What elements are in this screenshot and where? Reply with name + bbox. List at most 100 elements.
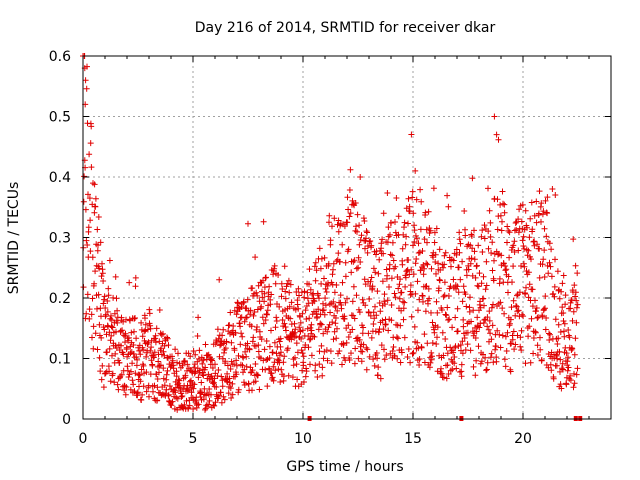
data-point	[104, 298, 111, 304]
data-point	[574, 301, 581, 308]
data-point	[348, 269, 355, 276]
data-point	[308, 327, 315, 334]
data-point	[298, 335, 305, 342]
data-point	[101, 293, 108, 300]
data-point	[247, 307, 254, 314]
data-point	[223, 339, 230, 346]
data-point	[399, 261, 406, 268]
data-point	[199, 360, 206, 367]
data-point	[168, 402, 175, 409]
data-point	[526, 281, 533, 288]
data-point	[558, 365, 565, 372]
data-point	[92, 203, 99, 210]
data-point	[330, 266, 336, 273]
data-point	[560, 318, 567, 324]
data-point	[378, 342, 385, 349]
data-point	[175, 384, 182, 391]
data-point	[238, 330, 245, 337]
data-point	[522, 291, 529, 297]
data-point	[351, 315, 358, 322]
data-point	[487, 330, 494, 337]
data-point	[235, 300, 241, 307]
data-point	[371, 362, 378, 369]
data-point	[398, 349, 405, 356]
data-point	[563, 350, 570, 357]
data-point	[255, 282, 262, 289]
data-point	[331, 215, 338, 222]
data-point	[423, 260, 430, 267]
data-point	[435, 285, 442, 292]
data-point	[307, 286, 314, 293]
data-point	[84, 242, 91, 248]
data-point	[326, 301, 333, 308]
data-point	[296, 324, 303, 331]
y-tick-label: 0.5	[49, 110, 71, 126]
data-point	[560, 310, 567, 316]
data-point	[433, 341, 440, 347]
data-point	[327, 237, 334, 244]
data-point	[281, 320, 288, 327]
data-point	[187, 353, 194, 360]
data-point	[111, 379, 118, 386]
data-point	[304, 295, 311, 302]
data-point	[249, 367, 256, 374]
data-point	[453, 365, 460, 372]
data-point	[342, 259, 349, 266]
data-point	[109, 370, 116, 377]
data-point	[519, 237, 526, 244]
data-point	[425, 285, 432, 292]
data-point	[302, 307, 309, 314]
data-point	[435, 260, 442, 267]
data-point	[499, 332, 506, 339]
data-point	[192, 351, 199, 358]
data-point	[123, 344, 130, 351]
data-point	[560, 366, 566, 373]
data-point	[312, 259, 319, 266]
data-point	[545, 270, 552, 277]
data-point	[228, 339, 235, 346]
data-point	[213, 339, 220, 346]
data-point	[475, 283, 482, 290]
data-point	[517, 343, 524, 350]
data-point	[534, 315, 541, 321]
data-point	[512, 220, 519, 226]
data-point	[524, 224, 530, 231]
data-point	[523, 284, 529, 291]
data-point	[415, 240, 422, 247]
data-point	[506, 254, 513, 261]
data-point	[324, 328, 331, 335]
data-point	[99, 260, 105, 267]
data-point	[106, 368, 113, 375]
data-point	[407, 359, 414, 366]
data-point	[541, 247, 548, 254]
data-point	[404, 354, 411, 360]
data-point	[314, 313, 321, 320]
data-point	[158, 331, 165, 338]
data-point	[198, 389, 204, 396]
data-point	[566, 334, 573, 341]
data-point	[214, 326, 221, 333]
data-point	[485, 326, 492, 333]
data-point	[440, 264, 447, 271]
data-point	[317, 320, 324, 327]
data-point	[309, 291, 316, 298]
data-point	[424, 340, 431, 347]
data-point	[335, 228, 342, 235]
data-point	[353, 265, 360, 272]
data-point	[290, 362, 297, 369]
data-point	[454, 305, 461, 312]
data-point	[122, 339, 128, 346]
data-point	[164, 335, 171, 342]
data-point	[514, 292, 520, 299]
data-point	[293, 340, 300, 347]
data-point	[297, 313, 303, 320]
data-point	[396, 281, 403, 288]
data-point	[533, 219, 540, 226]
x-axis-label: GPS time / hours	[286, 459, 403, 475]
data-point	[554, 341, 561, 347]
data-point	[392, 219, 398, 225]
data-point	[196, 367, 203, 374]
data-point	[382, 321, 389, 328]
data-point	[271, 262, 278, 269]
data-point	[536, 188, 543, 195]
